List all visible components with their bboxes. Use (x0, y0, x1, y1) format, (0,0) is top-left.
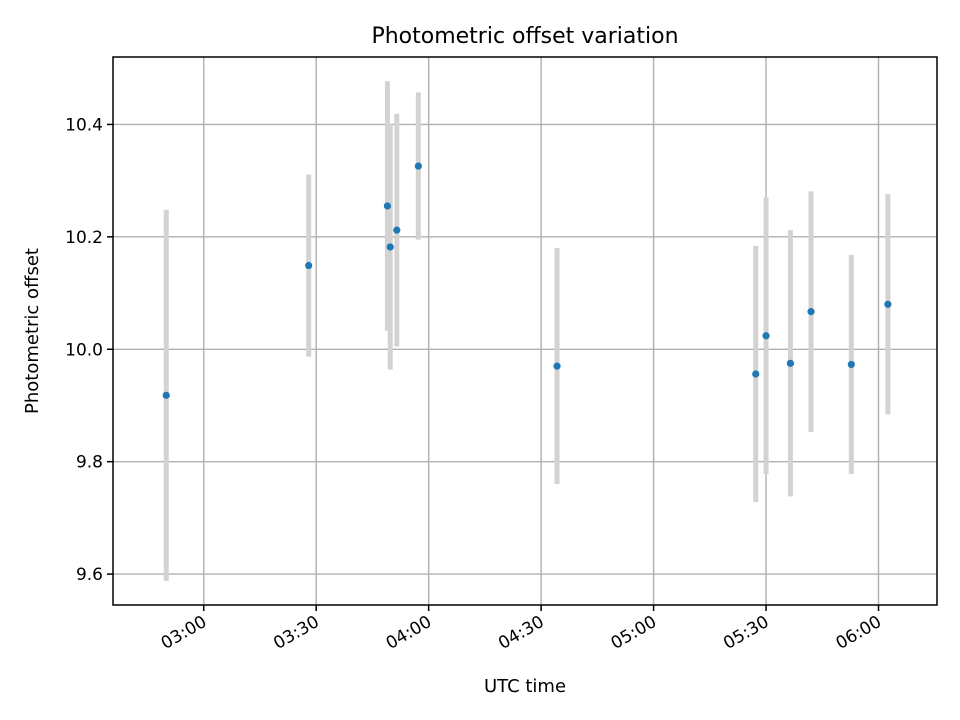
data-point (786, 359, 795, 367)
point-layer (162, 162, 892, 399)
y-axis-label: Photometric offset (22, 248, 43, 414)
data-point (752, 370, 760, 378)
y-tick-label: 10.2 (65, 228, 103, 248)
data-point (393, 226, 401, 234)
x-axis-label: UTC time (484, 676, 566, 697)
y-tick-label: 9.8 (76, 453, 103, 473)
data-point (762, 332, 770, 340)
plot-frame (112, 56, 938, 606)
data-point (807, 308, 815, 316)
chart-title: Photometric offset variation (371, 24, 678, 49)
grid-layer (113, 57, 937, 605)
data-point (553, 362, 561, 370)
data-point (386, 243, 394, 251)
y-tick-label: 10.0 (65, 340, 103, 360)
y-tick-label: 10.4 (65, 115, 103, 135)
data-point (414, 162, 422, 170)
data-point (383, 202, 392, 210)
data-point (162, 391, 170, 399)
data-point (847, 360, 855, 369)
y-tick-label: 9.6 (76, 565, 103, 585)
data-point (305, 261, 313, 270)
data-point (884, 300, 892, 308)
